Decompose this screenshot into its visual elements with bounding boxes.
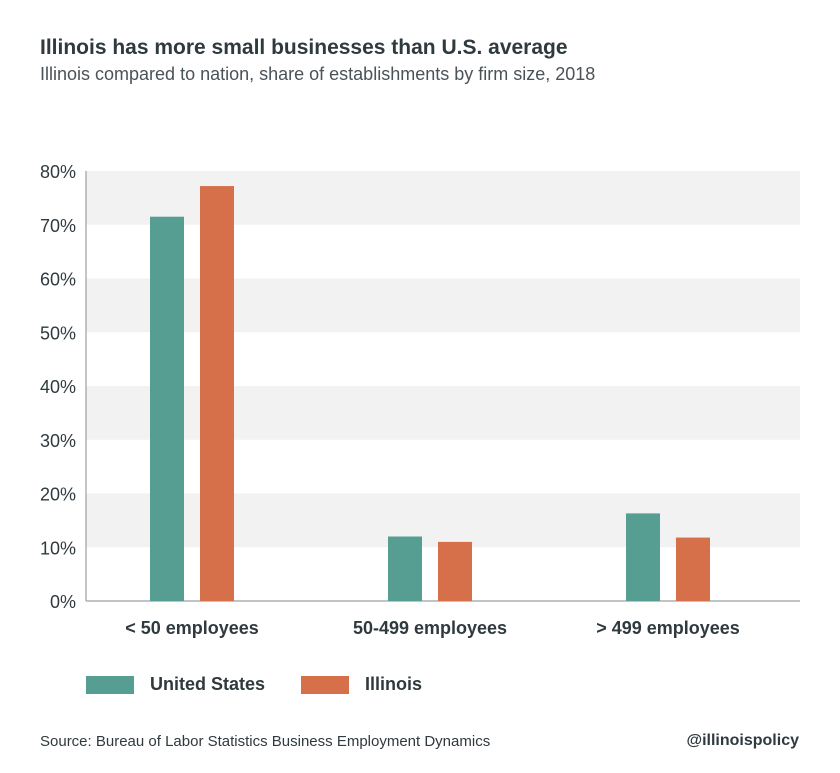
chart-legend: United States Illinois [86,674,458,695]
grid-band [86,386,800,440]
legend-swatch-united-states [86,675,134,694]
y-tick-label: 10% [40,538,76,558]
chart-subtitle: Illinois compared to nation, share of es… [40,64,596,84]
legend-label-united-states: United States [150,674,266,694]
bar-illinois-0 [200,186,234,602]
bar-united-states-0 [150,216,184,601]
y-tick-label: 70% [40,216,76,236]
y-tick-label: 60% [40,270,76,290]
chart-plot: 0% 10% 20% 30% 40% 50% 60% 70% 80% < 50 employees… [40,162,800,638]
legend-item-united-states: United States [86,674,265,695]
source-note: Source: Bureau of Labor Statistics Busin… [40,733,491,750]
legend-label-illinois: Illinois [365,674,423,694]
bar-illinois-1 [438,541,472,601]
bar-illinois-2 [676,537,710,601]
x-category-label: > 499 employees [596,618,740,638]
y-tick-label: 40% [40,377,76,397]
legend-swatch-illinois [301,675,350,694]
brand-handle: @illinoispolicy [686,732,799,749]
x-category-label: 50-499 employees [353,618,507,638]
chart-title: Illinois has more small businesses than … [40,36,568,59]
grid-band [86,278,800,333]
bar-united-states-2 [626,513,660,601]
y-tick-label: 50% [40,323,76,343]
x-category-label: < 50 employees [125,618,259,638]
y-tick-label: 30% [40,431,76,451]
y-tick-label: 0% [50,592,76,612]
bar-united-states-1 [388,536,422,601]
y-tick-label: 20% [40,485,76,505]
grid-band [86,171,800,225]
legend-item-illinois: Illinois [301,674,422,695]
y-tick-label: 80% [40,162,76,182]
